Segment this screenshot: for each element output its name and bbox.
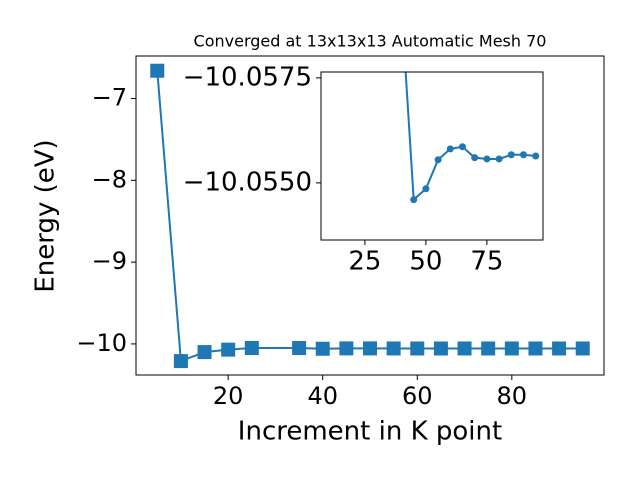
marker <box>481 341 496 356</box>
marker <box>471 154 479 162</box>
marker <box>434 156 442 164</box>
marker <box>446 145 454 153</box>
marker <box>410 341 425 356</box>
marker <box>363 341 377 356</box>
x-tick-label: 50 <box>409 247 442 277</box>
marker <box>532 152 540 160</box>
x-tick-label: 60 <box>402 382 433 410</box>
marker <box>244 341 259 356</box>
marker <box>458 143 466 151</box>
y-tick-label: −10 <box>76 329 127 357</box>
y-tick-label: −8 <box>92 165 127 193</box>
marker <box>483 155 491 163</box>
plot-area <box>150 63 590 369</box>
marker <box>410 196 418 204</box>
marker <box>575 341 590 356</box>
marker <box>173 354 188 369</box>
chart-title: Converged at 13x13x13 Automatic Mesh 70 <box>194 32 547 51</box>
plot-area <box>404 72 540 204</box>
x-tick-label: 75 <box>470 247 503 277</box>
marker <box>197 345 212 360</box>
marker <box>433 341 448 356</box>
marker <box>315 341 330 356</box>
marker <box>292 341 307 356</box>
x-axis-label: Increment in K point <box>238 417 502 447</box>
y-tick-label: −10.0575 <box>183 62 312 92</box>
y-tick-label: −9 <box>92 247 127 275</box>
marker <box>495 155 503 163</box>
x-tick-label: 40 <box>307 382 338 410</box>
marker <box>457 341 472 356</box>
y-tick-label: −10.0550 <box>183 167 312 197</box>
marker <box>507 151 515 159</box>
marker <box>221 342 236 357</box>
marker <box>504 341 519 356</box>
marker <box>528 341 543 356</box>
marker <box>386 341 401 356</box>
axes-frame <box>320 71 544 241</box>
marker <box>150 63 165 78</box>
marker <box>519 151 527 159</box>
x-tick-label: 25 <box>348 247 381 277</box>
axes-frame <box>135 55 605 376</box>
y-axis-label: Energy (eV) <box>31 139 61 292</box>
x-tick-label: 20 <box>213 382 244 410</box>
marker <box>339 341 354 356</box>
marker <box>422 185 430 193</box>
marker <box>552 341 567 356</box>
y-tick-label: −7 <box>92 84 127 112</box>
x-tick-label: 80 <box>497 382 528 410</box>
